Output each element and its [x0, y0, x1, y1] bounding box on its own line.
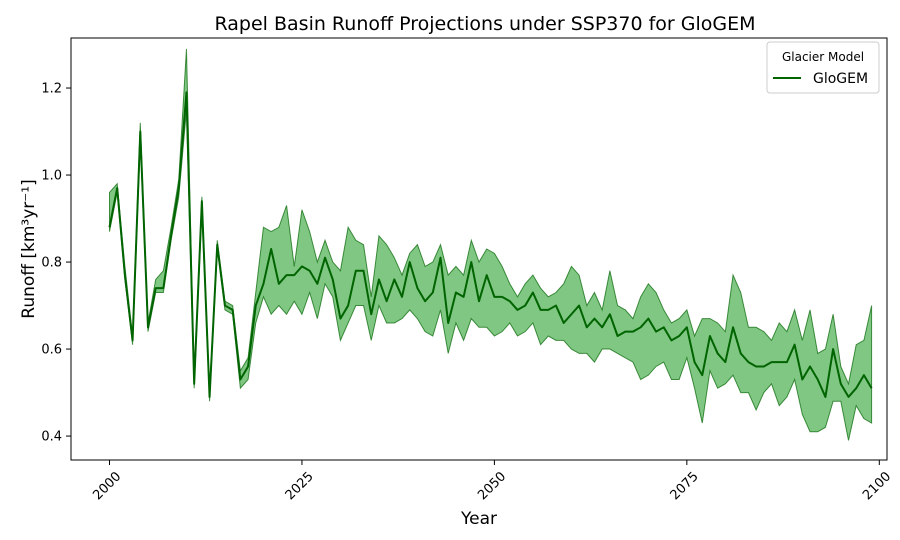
plot-area [71, 38, 887, 460]
y-tick-label: 1.2 [41, 82, 62, 97]
legend-frame [766, 41, 880, 94]
plot-frame [70, 37, 888, 461]
y-tick-label: 0.4 [41, 430, 62, 445]
median-line [108, 91, 873, 398]
y-tick-label: 0.8 [41, 256, 62, 271]
legend-title: Glacier Model [782, 50, 864, 64]
y-tick-label: 1.0 [41, 169, 62, 184]
y-tick-label: 0.6 [41, 343, 62, 358]
chart-title: Rapel Basin Runoff Projections under SSP… [215, 13, 756, 35]
legend-entry-glogem: GloGEM [813, 71, 868, 87]
y-axis-label: Runoff [km³yr⁻¹] [19, 179, 39, 318]
legend: Glacier Model GloGEM [766, 41, 880, 94]
x-axis-label: Year [460, 509, 497, 529]
y-axis-ticks: 0.4 0.6 0.8 1.0 1.2 [41, 82, 71, 445]
plot-layer [108, 48, 873, 441]
uncertainty-band [108, 48, 873, 441]
